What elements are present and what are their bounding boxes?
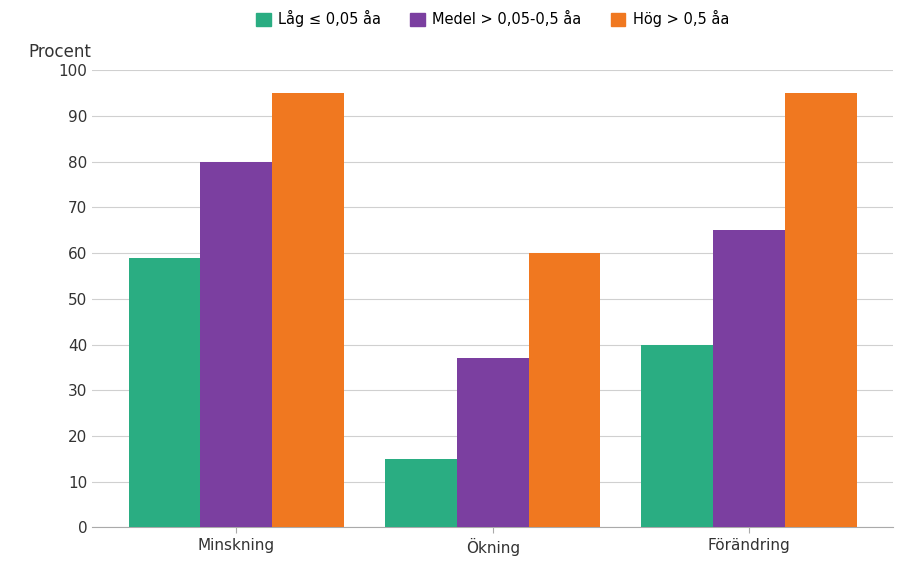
Bar bbox=[201, 162, 272, 527]
Bar bbox=[272, 93, 344, 527]
Bar bbox=[642, 345, 714, 527]
Bar bbox=[785, 93, 857, 527]
Bar bbox=[457, 358, 529, 527]
Text: Procent: Procent bbox=[28, 43, 91, 61]
Legend: Låg ≤ 0,05 åa, Medel > 0,05-0,5 åa, Hög > 0,5 åa: Låg ≤ 0,05 åa, Medel > 0,05-0,5 åa, Hög … bbox=[251, 5, 735, 33]
Bar bbox=[129, 258, 201, 527]
Bar bbox=[529, 253, 600, 527]
Bar bbox=[714, 230, 785, 527]
Bar bbox=[385, 459, 457, 527]
